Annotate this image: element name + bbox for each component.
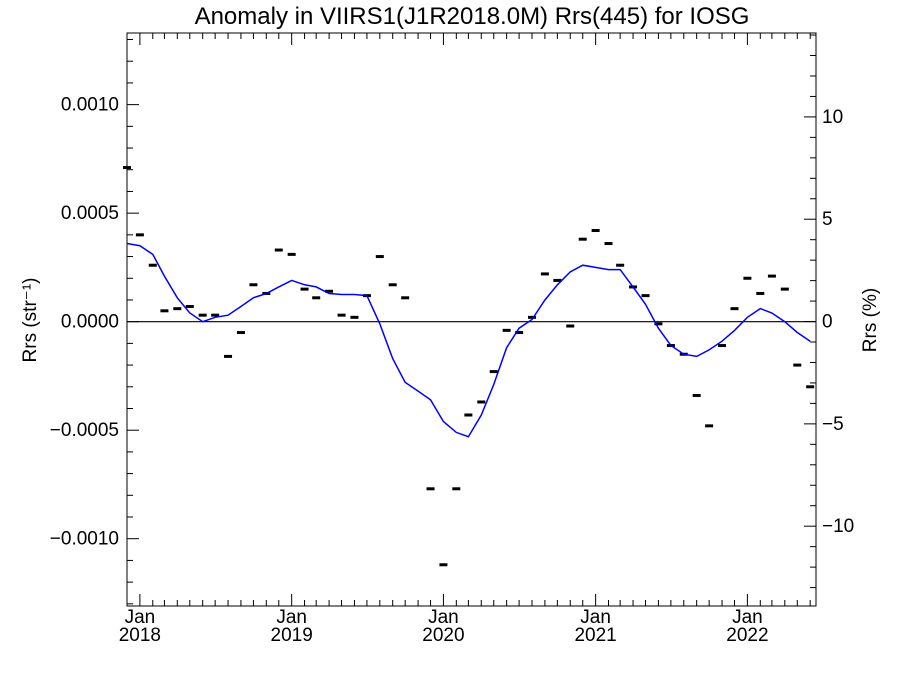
data-point: [793, 363, 802, 367]
y-tick-label-left: 0.0010: [61, 95, 119, 116]
data-point: [287, 252, 296, 256]
data-point: [718, 344, 727, 348]
y-tick-label-left: 0.0005: [61, 203, 119, 224]
data-point: [692, 393, 701, 397]
data-point: [160, 309, 169, 313]
y-tick-label-right: −5: [822, 414, 844, 435]
x-tick-label-year: 2019: [271, 625, 313, 646]
data-point: [350, 315, 359, 319]
plot-area: 0.0010 0.0005 0.0000 −0.0005 −0.0010 10 5 0 −5 −1…: [50, 32, 854, 646]
data-point: [515, 331, 524, 335]
data-point: [464, 413, 473, 417]
data-point: [375, 255, 384, 259]
y-axis-label-right: Rrs (%): [860, 288, 881, 352]
x-tick-label-year: 2021: [574, 625, 616, 646]
smoothed-line: [126, 242, 811, 438]
data-point: [767, 274, 776, 278]
data-point: [806, 385, 815, 389]
data-point: [325, 289, 334, 293]
y-tick-label-left: −0.0010: [50, 529, 119, 550]
data-point: [401, 296, 410, 300]
data-point: [502, 328, 511, 332]
data-point: [211, 313, 220, 317]
data-point: [236, 331, 245, 335]
data-point: [185, 304, 194, 308]
x-tick-label-month: Jan: [125, 607, 156, 628]
data-point: [591, 229, 600, 233]
y-tick-label-left: 0.0000: [61, 312, 119, 333]
data-point: [654, 322, 663, 326]
data-point: [123, 166, 131, 170]
x-tick-label-year: 2018: [119, 625, 161, 646]
data-point: [452, 487, 461, 491]
data-point: [489, 370, 498, 374]
y-tick-label-right: 5: [822, 209, 833, 230]
x-tick-label-year: 2022: [726, 625, 768, 646]
chart-title: Anomaly in VIIRS1(J1R2018.0M) Rrs(445) f…: [195, 3, 750, 30]
data-point: [780, 287, 789, 291]
data-point: [705, 424, 714, 428]
data-point: [198, 313, 207, 317]
x-tick-label-year: 2020: [422, 625, 464, 646]
data-point: [148, 263, 157, 267]
plot-frame: [126, 32, 817, 607]
x-tick-label-month: Jan: [428, 607, 459, 628]
data-point: [439, 563, 448, 567]
data-point: [528, 315, 537, 319]
data-point: [135, 233, 144, 237]
y-tick-label-right: 10: [822, 107, 843, 128]
data-point: [616, 263, 625, 267]
data-point: [553, 278, 562, 282]
y-axis-label-left: Rrs (str⁻¹): [20, 278, 41, 363]
data-point: [641, 294, 650, 298]
data-point: [604, 242, 613, 246]
x-tick-label-month: Jan: [580, 607, 611, 628]
data-point: [337, 313, 346, 317]
data-point: [312, 296, 321, 300]
y-tick-label-right: 0: [822, 312, 833, 333]
x-tick-label-month: Jan: [732, 607, 763, 628]
data-point: [566, 324, 575, 328]
y-tick-label-right: −10: [822, 516, 854, 537]
data-point: [388, 283, 397, 287]
data-point: [756, 291, 765, 295]
data-point: [173, 307, 182, 311]
data-point: [578, 237, 587, 241]
data-point: [743, 276, 752, 280]
data-point: [540, 272, 549, 276]
data-point: [730, 307, 739, 311]
x-tick-label-month: Jan: [276, 607, 307, 628]
data-point: [477, 400, 486, 404]
data-point: [224, 354, 233, 358]
data-point: [426, 487, 435, 491]
data-point: [249, 283, 258, 287]
y-tick-label-left: −0.0005: [50, 420, 119, 441]
data-point: [274, 248, 283, 252]
data-point: [300, 287, 309, 291]
